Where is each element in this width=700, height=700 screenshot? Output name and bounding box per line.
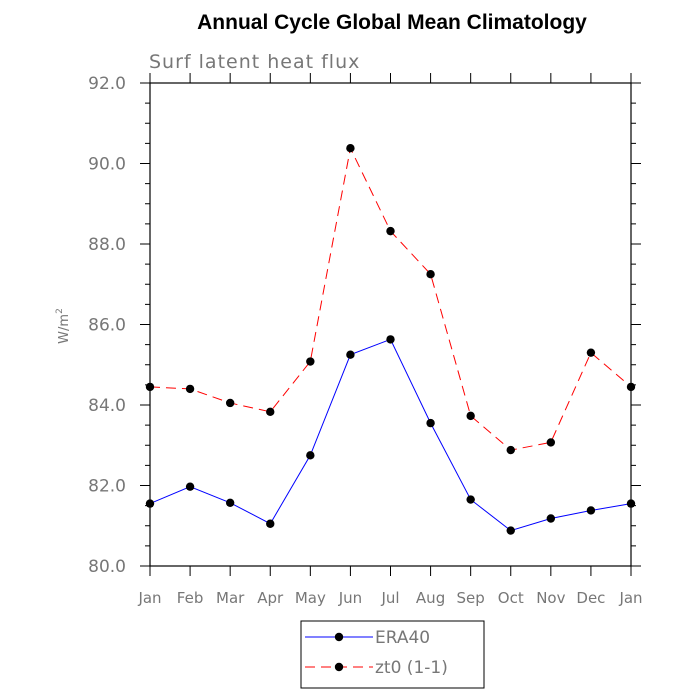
- y-tick-label: 80.0: [88, 557, 126, 577]
- data-point-zt0: [586, 348, 596, 357]
- x-tick-label: Oct: [498, 589, 524, 607]
- data-point-era40: [426, 418, 435, 428]
- data-point-era40: [546, 514, 556, 523]
- data-point-zt0: [546, 438, 556, 447]
- data-point-era40: [386, 335, 395, 344]
- data-point-zt0: [185, 384, 195, 394]
- y-tick-label: 92.0: [88, 74, 126, 94]
- y-tick-label: 88.0: [88, 235, 126, 255]
- data-point-era40: [586, 506, 596, 515]
- series-layer: [145, 144, 636, 535]
- x-axis: Jan Feb Mar Apr May Jun Jul Aug Sep Oct Nov Dec Jan: [137, 73, 643, 607]
- series-line-era40: [149, 338, 632, 532]
- x-tick-label: Nov: [536, 589, 565, 607]
- x-tick-label: Mar: [216, 589, 245, 607]
- data-point-zt0: [466, 411, 475, 421]
- data-point-zt0: [626, 382, 636, 392]
- data-point-era40: [306, 451, 315, 460]
- x-tick-label: Jul: [380, 589, 399, 607]
- series-line-zt0: [149, 146, 632, 451]
- data-point-era40: [185, 482, 195, 491]
- x-tick-label: Apr: [257, 589, 284, 607]
- data-point-zt0: [386, 226, 395, 236]
- y-tick-label: 86.0: [88, 316, 126, 336]
- data-point-era40: [506, 526, 515, 535]
- data-point-zt0: [225, 398, 235, 408]
- legend-label-era40: ERA40: [375, 628, 430, 648]
- x-tick-label: Jun: [338, 589, 362, 607]
- x-tick-label: Sep: [457, 589, 485, 607]
- x-tick-label: Aug: [416, 589, 445, 607]
- legend-marker-era40: [334, 632, 344, 642]
- y-tick-label: 90.0: [88, 155, 126, 175]
- y-axis-label: W/m2: [55, 308, 72, 344]
- data-point-era40: [626, 499, 636, 508]
- data-point-zt0: [506, 445, 515, 455]
- data-point-era40: [145, 499, 155, 508]
- y-axis: 80.0 82.0 84.0 86.0 88.0 90.0 92.0: [88, 74, 641, 577]
- legend-marker-zt0: [334, 662, 344, 672]
- data-point-era40: [346, 350, 355, 359]
- x-tick-label: Feb: [177, 589, 204, 607]
- data-point-zt0: [306, 357, 315, 366]
- y-tick-label: 82.0: [88, 477, 126, 497]
- chart-subtitle: Surf latent heat flux: [149, 51, 360, 73]
- legend: ERA40 zt0 (1-1): [300, 620, 485, 689]
- data-point-era40: [266, 519, 275, 528]
- legend-box: [300, 620, 485, 689]
- x-tick-label: May: [295, 589, 326, 607]
- data-point-zt0: [145, 382, 155, 392]
- data-point-zt0: [346, 144, 355, 153]
- data-point-zt0: [266, 407, 275, 417]
- x-tick-label: Dec: [576, 589, 605, 607]
- plot-frame: [149, 82, 632, 567]
- data-point-zt0: [426, 269, 435, 279]
- data-point-era40: [225, 498, 235, 508]
- data-point-era40: [466, 495, 475, 504]
- legend-label-zt0: zt0 (1-1): [375, 658, 448, 678]
- x-tick-label: Jan: [137, 589, 161, 607]
- chart-title: Annual Cycle Global Mean Climatology: [197, 11, 587, 34]
- x-tick-label: Jan: [618, 589, 642, 607]
- y-tick-label: 84.0: [88, 396, 126, 416]
